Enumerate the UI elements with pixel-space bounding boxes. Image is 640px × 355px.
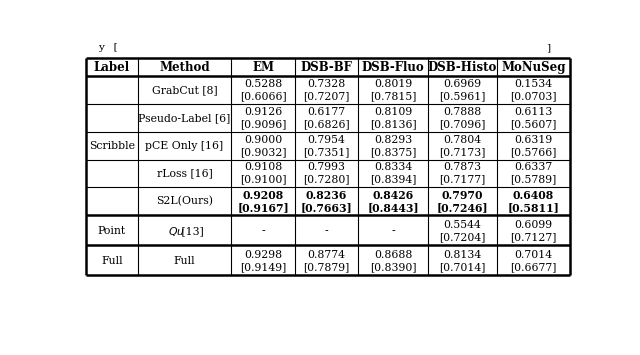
Text: DSB-Histo: DSB-Histo [428, 61, 497, 74]
Text: [0.7173]: [0.7173] [439, 147, 486, 157]
Text: [0.8390]: [0.8390] [370, 262, 416, 272]
Text: 0.8134: 0.8134 [444, 250, 482, 260]
Text: EM: EM [252, 61, 274, 74]
Text: 0.6319: 0.6319 [515, 135, 553, 145]
Text: 0.6177: 0.6177 [307, 107, 346, 117]
Text: [0.7204]: [0.7204] [439, 233, 486, 242]
Text: 0.9000: 0.9000 [244, 135, 282, 145]
Text: 0.8109: 0.8109 [374, 107, 412, 117]
Text: 0.6408: 0.6408 [513, 190, 554, 201]
Text: Full: Full [101, 256, 123, 266]
Text: rLoss [16]: rLoss [16] [157, 169, 212, 179]
Text: [0.9096]: [0.9096] [240, 119, 286, 129]
Text: 0.7328: 0.7328 [307, 79, 346, 89]
Text: -: - [324, 226, 328, 236]
Text: [0.9167]: [0.9167] [237, 202, 289, 213]
Text: 0.1534: 0.1534 [515, 79, 552, 89]
Text: [0.7663]: [0.7663] [301, 202, 353, 213]
Text: 0.6099: 0.6099 [515, 220, 552, 230]
Text: [0.5811]: [0.5811] [508, 202, 559, 213]
Text: [0.9100]: [0.9100] [240, 175, 286, 185]
Text: 0.7888: 0.7888 [444, 107, 482, 117]
Text: 0.9298: 0.9298 [244, 250, 282, 260]
Text: 0.6113: 0.6113 [515, 107, 553, 117]
Text: DSB-Fluo: DSB-Fluo [362, 61, 424, 74]
Text: [0.8443]: [0.8443] [367, 202, 419, 213]
Text: 0.8293: 0.8293 [374, 135, 412, 145]
Text: y   [: y [ [98, 43, 118, 52]
Text: [0.7351]: [0.7351] [303, 147, 349, 157]
Text: 0.8688: 0.8688 [374, 250, 412, 260]
Text: [0.5607]: [0.5607] [510, 119, 557, 129]
Text: GrabCut [8]: GrabCut [8] [152, 85, 217, 95]
Text: 0.8019: 0.8019 [374, 79, 412, 89]
Text: Pseudo-Label [6]: Pseudo-Label [6] [138, 113, 230, 123]
Text: Point: Point [98, 226, 126, 236]
Text: [0.7014]: [0.7014] [439, 262, 486, 272]
Text: 0.7804: 0.7804 [444, 135, 481, 145]
Text: 0.8334: 0.8334 [374, 162, 412, 173]
Text: [0.7127]: [0.7127] [510, 233, 557, 242]
Text: 0.7970: 0.7970 [442, 190, 483, 201]
Text: [0.7096]: [0.7096] [439, 119, 486, 129]
Text: [13]: [13] [178, 226, 204, 236]
Text: 0.6337: 0.6337 [515, 162, 553, 173]
Text: 0.9208: 0.9208 [243, 190, 284, 201]
Text: S2L(Ours): S2L(Ours) [156, 196, 213, 206]
Text: 0.8774: 0.8774 [307, 250, 346, 260]
Text: 0.8236: 0.8236 [306, 190, 347, 201]
Text: -: - [391, 226, 395, 236]
Text: Label: Label [94, 61, 130, 74]
Text: 0.9126: 0.9126 [244, 107, 282, 117]
Text: [0.7815]: [0.7815] [370, 92, 416, 102]
Text: [0.5766]: [0.5766] [510, 147, 557, 157]
Text: 0.9108: 0.9108 [244, 162, 282, 173]
Text: [0.7246]: [0.7246] [436, 202, 488, 213]
Text: 0.8426: 0.8426 [372, 190, 413, 201]
Text: 0.7873: 0.7873 [444, 162, 481, 173]
Text: 0.5544: 0.5544 [444, 220, 481, 230]
Text: MoNuSeg: MoNuSeg [501, 61, 566, 74]
Text: 0.5288: 0.5288 [244, 79, 282, 89]
Text: $\mathit{Qu}$: $\mathit{Qu}$ [168, 225, 185, 238]
Text: DSB-BF: DSB-BF [301, 61, 353, 74]
Text: [0.8375]: [0.8375] [370, 147, 416, 157]
Text: Full: Full [173, 256, 195, 266]
Text: 0.6969: 0.6969 [444, 79, 481, 89]
Text: 0.7954: 0.7954 [308, 135, 346, 145]
Text: [0.7280]: [0.7280] [303, 175, 349, 185]
Text: [0.9032]: [0.9032] [240, 147, 286, 157]
Text: [0.0703]: [0.0703] [510, 92, 557, 102]
Text: [0.6826]: [0.6826] [303, 119, 350, 129]
Text: [0.7207]: [0.7207] [303, 92, 349, 102]
Text: Method: Method [159, 61, 210, 74]
Text: pCE Only [16]: pCE Only [16] [145, 141, 223, 151]
Text: 0.7014: 0.7014 [515, 250, 552, 260]
Text: [0.5789]: [0.5789] [511, 175, 557, 185]
Text: Scribble: Scribble [89, 141, 135, 151]
Text: ]: ] [547, 43, 550, 52]
Text: [0.7177]: [0.7177] [440, 175, 486, 185]
Text: [0.5961]: [0.5961] [439, 92, 486, 102]
Text: [0.6677]: [0.6677] [510, 262, 557, 272]
Text: 0.7993: 0.7993 [307, 162, 346, 173]
Text: [0.9149]: [0.9149] [240, 262, 286, 272]
Text: [0.8136]: [0.8136] [370, 119, 416, 129]
Text: [0.7879]: [0.7879] [303, 262, 349, 272]
Text: [0.6066]: [0.6066] [240, 92, 286, 102]
Text: -: - [261, 226, 265, 236]
Text: [0.8394]: [0.8394] [370, 175, 416, 185]
